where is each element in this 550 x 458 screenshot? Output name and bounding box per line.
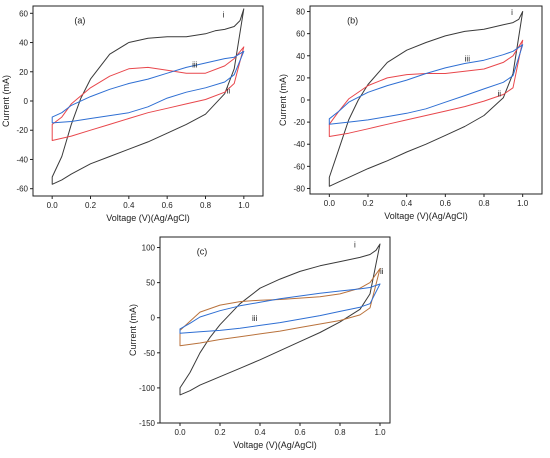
chart-b-y-tick-label: -60 [293,162,305,171]
chart-c-y-tick-label: 0 [151,314,156,323]
chart-a-series-i-curve [51,8,245,185]
chart-c-x-tick-label: 0.8 [334,428,346,437]
chart-a-y-tick-label: 20 [19,68,28,77]
chart-b-series-i-curve [328,11,524,187]
chart-b-y-tick-label: 60 [296,30,305,39]
chart-b-series-i-label: i [511,8,513,17]
chart-c-y-tick-label: -150 [139,419,156,428]
chart-b-y-tick-label: 80 [296,8,305,17]
chart-c-series-ii-label: ii [380,267,384,276]
chart-b-y-tick-label: -80 [293,184,305,193]
chart-c-y-tick-label: -100 [139,384,156,393]
chart-b-series-iii-label: iii [465,54,471,63]
chart-c-y-axis-title: Current (mA) [128,304,138,356]
chart-a-x-tick-label: 0.2 [85,201,97,210]
chart-a-x-tick-label: 0.6 [162,201,174,210]
chart-c-y-tick-label: 100 [142,244,156,253]
chart-c-x-tick-label: 1.0 [374,428,386,437]
chart-b-series-ii-curve [328,39,524,137]
chart-b-y-tick-label: 0 [301,96,306,105]
panel-b-chart: 0.0 0.2 0.4 0.6 0.8 1.0 -80 -60 -40 -20 0 20 40 60 80 V… [278,5,543,221]
chart-b-x-tick-label: 0.8 [478,199,490,208]
chart-c-x-tick-label: 0.2 [214,428,226,437]
chart-b-x-tick-label: 1.0 [517,199,529,208]
chart-a-series-ii-label: ii [227,87,231,96]
chart-c-series-i-label: i [354,241,356,250]
chart-b-x-tick-label: 0.0 [324,199,336,208]
chart-c-y-tick-label: 50 [146,279,155,288]
chart-a-x-tick-label: 0.0 [47,201,59,210]
chart-a-panel-label: (a) [74,16,85,26]
chart-c-y-tick-label: -50 [143,349,155,358]
chart-b-x-tick-label: 0.4 [401,199,413,208]
chart-a-x-axis-title: Voltage (V)(Ag/AgCl) [106,213,190,223]
chart-b-plot-frame [309,5,543,195]
chart-c-series-i-curve [179,243,381,396]
chart-b-y-tick-label: 40 [296,52,305,61]
chart-a-series-ii-curve [51,46,245,141]
chart-c-plot-frame [159,236,391,424]
chart-a-series-iii-label: iii [192,60,198,69]
chart-b-x-tick-label: 0.6 [440,199,452,208]
chart-b-y-tick-label: -20 [293,118,305,127]
chart-c-x-axis-title: Voltage (V)(Ag/AgCl) [233,440,317,450]
chart-b-series-ii-label: ii [498,90,502,99]
panel-c-chart: 0.0 0.2 0.4 0.6 0.8 1.0 -150 -100 -50 0 50 100 Volta… [128,236,391,450]
chart-a-y-tick-label: -60 [16,185,28,194]
chart-c-x-tick-label: 0.0 [174,428,186,437]
chart-a-x-tick-label: 0.4 [123,201,135,210]
chart-b-y-tick-label: -40 [293,140,305,149]
chart-a-x-tick-label: 1.0 [238,201,250,210]
chart-a-plot-frame [32,5,264,197]
chart-c-series-ii-curve [179,268,381,347]
chart-b-x-axis-title: Voltage (V)(Ag/AgCl) [384,211,468,221]
chart-a-series-iii-curve [51,50,245,124]
chart-a-y-tick-label: 60 [19,9,28,18]
chart-c-series-iii-label: iii [252,314,258,323]
chart-c-x-tick-label: 0.6 [294,428,306,437]
chart-a-y-axis-title: Current (mA) [1,75,11,127]
chart-a-series-i-label: i [223,11,225,20]
chart-a-y-tick-label: 40 [19,39,28,48]
chart-c-panel-label: (c) [197,246,208,256]
chart-b-y-tick-label: 20 [296,74,305,83]
chart-a-y-tick-label: -40 [16,155,28,164]
chart-a-x-tick-label: 0.8 [200,201,212,210]
chart-b-panel-label: (b) [347,15,358,25]
chart-b-x-tick-label: 0.2 [362,199,374,208]
chart-b-y-axis-title: Current (mA) [278,74,288,126]
chart-c-x-tick-label: 0.4 [254,428,266,437]
chart-a-y-tick-label: 0 [24,97,29,106]
chart-a-y-tick-label: -20 [16,126,28,135]
chart-c-series-iii-curve [179,283,381,334]
panel-a-chart: 0.0 0.2 0.4 0.6 0.8 1.0 -60 -40 -20 0 20 40 60 Voltag… [1,5,264,223]
chart-b-series-iii-curve [328,44,524,125]
